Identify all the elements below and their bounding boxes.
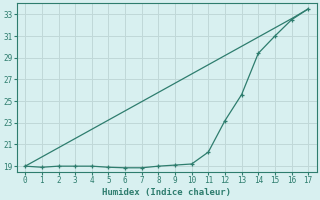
- X-axis label: Humidex (Indice chaleur): Humidex (Indice chaleur): [102, 188, 231, 197]
